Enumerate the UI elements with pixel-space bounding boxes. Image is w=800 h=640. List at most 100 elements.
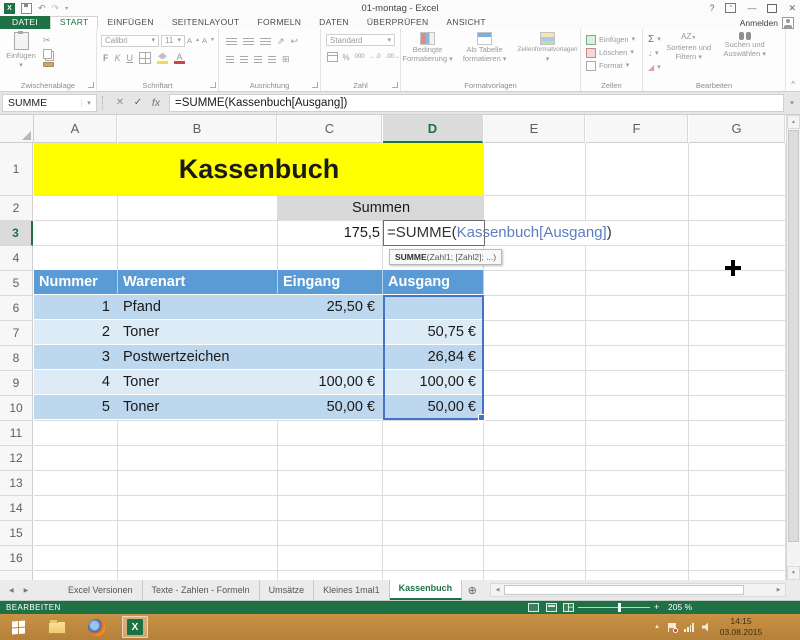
- sheet-tab-excel-versionen[interactable]: Excel Versionen: [59, 580, 143, 600]
- formula-input[interactable]: =SUMME(Kassenbuch[Ausgang]): [169, 93, 784, 112]
- redo-icon[interactable]: ↷: [51, 3, 60, 13]
- row-header-12[interactable]: 12: [0, 446, 33, 471]
- excel-taskbar-button[interactable]: X: [122, 616, 148, 638]
- scroll-right-icon[interactable]: ▶: [776, 587, 781, 593]
- row-header-3[interactable]: 3: [0, 221, 33, 246]
- decrease-decimal-icon[interactable]: .00→: [385, 54, 400, 60]
- new-sheet-icon[interactable]: ⊕: [467, 584, 477, 597]
- table-cell-r9cc[interactable]: 100,00 €: [278, 370, 383, 395]
- italic-button[interactable]: K: [114, 53, 121, 63]
- column-header-e[interactable]: E: [484, 115, 585, 143]
- row-header-16[interactable]: 16: [0, 546, 33, 571]
- number-format-select[interactable]: Standard ▾: [326, 34, 395, 46]
- row-header-13[interactable]: 13: [0, 471, 33, 496]
- table-cell-r6cd[interactable]: [383, 295, 484, 320]
- scroll-down-icon[interactable]: ▼: [787, 566, 800, 580]
- row-header-10[interactable]: 10: [0, 396, 33, 421]
- indent-icon[interactable]: [268, 55, 276, 64]
- sheet-tab-kleines-1mal1[interactable]: Kleines 1mal1: [314, 580, 390, 600]
- scroll-up-icon[interactable]: ▲: [787, 115, 800, 129]
- table-cell-r7ca[interactable]: 2: [34, 320, 118, 345]
- column-header-b[interactable]: B: [118, 115, 277, 143]
- cancel-entry-icon[interactable]: ✕: [115, 97, 125, 108]
- ribbon-tab-start[interactable]: START: [49, 16, 99, 30]
- close-icon[interactable]: ✕: [788, 3, 796, 13]
- accounting-format-icon[interactable]: [327, 52, 338, 62]
- clear-button[interactable]: ◢ ▾: [648, 63, 661, 72]
- name-box-dropdown-icon[interactable]: ▾: [81, 98, 96, 107]
- delete-cells-button[interactable]: Löschen ▾: [586, 46, 642, 59]
- undo-icon[interactable]: ↶: [38, 3, 46, 13]
- previous-sheet-icon[interactable]: ◀: [9, 587, 14, 594]
- table-cell-r9cb[interactable]: Toner: [118, 370, 278, 395]
- decrease-font-icon[interactable]: A ▼: [201, 36, 215, 45]
- taskbar-clock[interactable]: 14:15 03.08.2015: [710, 616, 772, 638]
- volume-icon[interactable]: [702, 622, 708, 632]
- file-explorer-button[interactable]: [44, 616, 70, 638]
- column-header-f[interactable]: F: [586, 115, 688, 143]
- name-box[interactable]: SUMME ▾: [2, 93, 97, 112]
- ribbon-tab-einfuegen[interactable]: EINFÜGEN: [107, 17, 154, 27]
- table-cell-r9cd[interactable]: 100,00 €: [383, 370, 484, 395]
- network-icon[interactable]: [684, 622, 694, 632]
- ribbon-tab-ansicht[interactable]: ANSICHT: [446, 17, 486, 27]
- sheet-tab-texte-zahlen-formeln[interactable]: Texte - Zahlen - Formeln: [143, 580, 260, 600]
- table-cell-r8cc[interactable]: [278, 345, 383, 370]
- find-select-button[interactable]: Suchen und Auswählen ▾: [717, 29, 773, 91]
- borders-icon[interactable]: [139, 52, 152, 64]
- minimize-icon[interactable]: —: [747, 3, 757, 13]
- table-header-warenart[interactable]: Warenart: [118, 270, 278, 295]
- row-header-1[interactable]: 1: [0, 143, 33, 196]
- fill-color-button[interactable]: [157, 52, 169, 64]
- ribbon-tab-datei[interactable]: DATEI: [0, 16, 50, 29]
- column-header-a[interactable]: A: [34, 115, 117, 143]
- row-header-6[interactable]: 6: [0, 296, 33, 321]
- row-header-11[interactable]: 11: [0, 421, 33, 446]
- sort-filter-button[interactable]: AZ▼ Sortieren und Filtern ▾: [666, 32, 712, 61]
- save-icon[interactable]: [21, 2, 32, 14]
- table-header-ausgang[interactable]: Ausgang: [383, 270, 484, 295]
- ribbon-tab-formeln[interactable]: FORMELN: [257, 17, 302, 27]
- row-header-14[interactable]: 14: [0, 496, 33, 521]
- insert-cells-button[interactable]: Einfügen ▾: [586, 33, 642, 46]
- font-size-select[interactable]: 11 ▾: [161, 34, 185, 47]
- zoom-level[interactable]: 205 %: [668, 602, 693, 612]
- comma-style-icon[interactable]: 000: [354, 54, 365, 60]
- align-top-icon[interactable]: [226, 37, 237, 46]
- format-painter-icon[interactable]: [43, 62, 54, 67]
- fill-button[interactable]: ↓ ▾: [648, 49, 659, 58]
- page-layout-view-icon[interactable]: [546, 603, 557, 612]
- sheet-tab-kassenbuch[interactable]: Kassenbuch: [389, 580, 463, 600]
- row-header-7[interactable]: 7: [0, 321, 33, 346]
- font-family-select[interactable]: Calibri ▾: [101, 34, 159, 47]
- column-header-d[interactable]: D: [383, 115, 483, 143]
- conditional-formatting-button[interactable]: Bedingte Formatierung ▾: [401, 29, 454, 91]
- zoom-slider-thumb[interactable]: [618, 603, 621, 612]
- column-header-g[interactable]: G: [689, 115, 785, 143]
- paste-button[interactable]: Einfügen ▾: [3, 29, 39, 70]
- column-header-c[interactable]: C: [278, 115, 382, 143]
- table-cell-r6cc[interactable]: 25,50 €: [278, 295, 383, 320]
- sign-in[interactable]: Anmelden: [740, 16, 800, 29]
- collapse-ribbon-icon[interactable]: ^: [791, 80, 795, 89]
- cell-a1-title[interactable]: Kassenbuch: [34, 143, 484, 195]
- expand-formula-bar-icon[interactable]: ▾: [790, 99, 794, 107]
- increase-font-icon[interactable]: A ▲: [187, 36, 200, 45]
- ribbon-tab-seitenlayout[interactable]: SEITENLAYOUT: [171, 17, 240, 27]
- horizontal-scrollbar[interactable]: ◀ ▶: [490, 583, 786, 597]
- sheet-tab-umsaetze[interactable]: Umsätze: [260, 580, 315, 600]
- insert-function-icon[interactable]: fx: [151, 96, 161, 109]
- align-left-icon[interactable]: [226, 55, 234, 64]
- table-cell-r10ca[interactable]: 5: [34, 395, 118, 420]
- table-cell-r6cb[interactable]: Pfand: [118, 295, 278, 320]
- table-cell-r7cb[interactable]: Toner: [118, 320, 278, 345]
- table-cell-r7cd[interactable]: 50,75 €: [383, 320, 484, 345]
- ribbon-tab-daten[interactable]: DATEN: [319, 17, 349, 27]
- underline-button[interactable]: U: [126, 53, 134, 63]
- qat-customize-icon[interactable]: ▾: [65, 5, 69, 12]
- horizontal-scroll-thumb[interactable]: [504, 585, 744, 595]
- action-center-flag-icon[interactable]: [668, 622, 678, 633]
- scroll-left-icon[interactable]: ◀: [495, 587, 500, 593]
- table-header-nummer[interactable]: Nummer: [34, 270, 118, 295]
- table-cell-r6ca[interactable]: 1: [34, 295, 118, 320]
